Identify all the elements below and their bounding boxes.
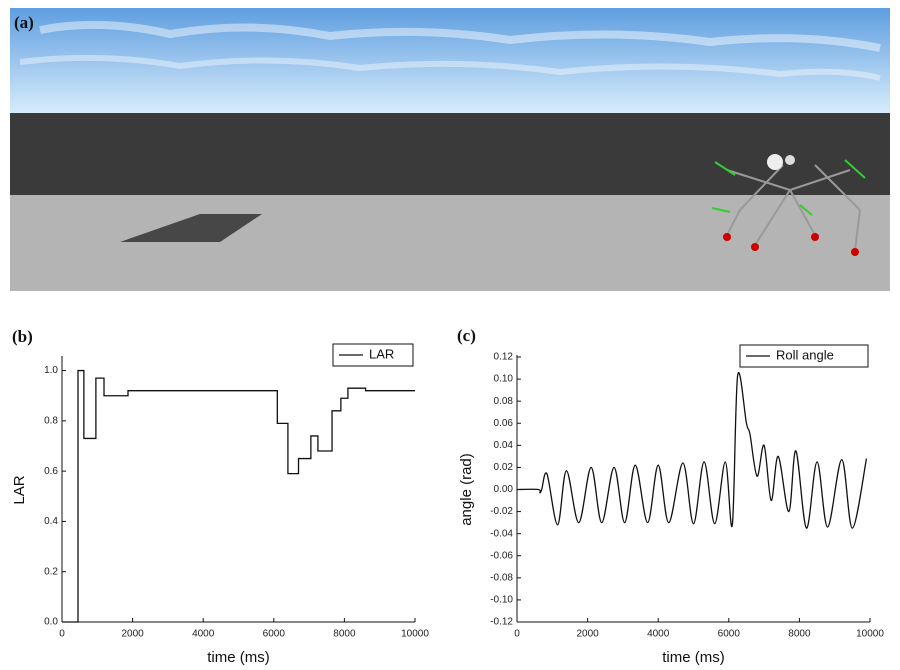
legend-box (739, 344, 869, 368)
y-tick-label: -0.10 (490, 595, 513, 606)
x-tick-label: 0 (59, 629, 65, 640)
x-tick-label: 4000 (192, 629, 215, 640)
y-tick-label: -0.12 (490, 617, 513, 628)
scene: (a) (10, 8, 890, 291)
y-tick-label: 0.00 (494, 484, 514, 495)
panel-label: (a) (14, 13, 34, 32)
clouds (39, 20, 881, 52)
y-tick-label: 0.12 (494, 352, 514, 363)
x-tick-label: 4000 (647, 629, 670, 640)
dark-ground (10, 113, 890, 197)
data-line (62, 369, 415, 623)
y-tick-label: 0.10 (494, 374, 514, 385)
y-tick-label: 0.0 (44, 617, 58, 628)
y-axis-label: LAR (11, 475, 28, 504)
y-tick-label: 0.6 (44, 466, 58, 477)
x-tick-label: 0 (514, 629, 520, 640)
legend-label: Roll angle (776, 347, 834, 362)
x-tick-label: 8000 (788, 629, 811, 640)
y-tick-label: -0.02 (490, 506, 513, 517)
y-tick-label: 0.8 (44, 415, 58, 426)
chart: 0.0 0.2 0.4 0.6 0.8 1.0 0 2000 4000 6000 8000 10000… (11, 327, 429, 666)
panel-label: (b) (12, 327, 33, 346)
y-axis-label: angle (rad) (458, 453, 475, 526)
x-tick-label: 10000 (856, 629, 884, 640)
chart: -0.12 -0.10 -0.08 -0.06 -0.04 -0.02 0.00 0.02 0.… (457, 326, 884, 666)
legend-box (332, 343, 414, 367)
y-tick-label: 0.06 (494, 418, 514, 429)
clouds (19, 54, 881, 81)
x-axis-label: time (ms) (207, 649, 270, 666)
y-tick-label: 0.08 (494, 396, 514, 407)
y-tick-label: -0.08 (490, 572, 513, 583)
legend-label: LAR (369, 346, 394, 361)
sky (10, 8, 890, 113)
x-tick-label: 10000 (401, 629, 429, 640)
robot (711, 154, 866, 256)
y-tick-label: 0.02 (494, 462, 514, 473)
y-tick-label: -0.04 (490, 528, 513, 539)
x-tick-label: 6000 (718, 629, 741, 640)
y-tick-label: 0.04 (494, 440, 514, 451)
x-tick-label: 6000 (263, 629, 286, 640)
floor-patch (120, 214, 262, 242)
y-tick-label: 0.4 (44, 516, 58, 527)
y-tick-label: 1.0 (44, 365, 58, 376)
panel-label: (c) (457, 326, 476, 345)
y-tick-label: 0.2 (44, 566, 58, 577)
x-axis-label: time (ms) (662, 649, 725, 666)
x-tick-label: 2000 (576, 629, 599, 640)
floor (10, 195, 890, 291)
data-line (516, 372, 868, 529)
x-tick-label: 8000 (333, 629, 356, 640)
x-tick-label: 2000 (121, 629, 144, 640)
y-tick-label: -0.06 (490, 550, 513, 561)
